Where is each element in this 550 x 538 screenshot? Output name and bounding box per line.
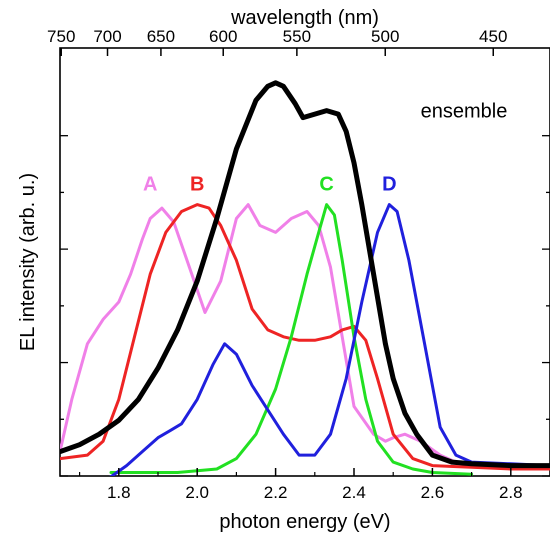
top-tick-label: 650 [147, 27, 175, 46]
top-tick-label: 500 [371, 27, 399, 46]
series-labels: ensemble A B C D [143, 101, 507, 196]
series-line-d [109, 203, 550, 476]
top-tick-label: 750 [47, 27, 75, 46]
top-tick-label: 600 [209, 27, 237, 46]
series-label-b: B [190, 174, 204, 196]
series-line-c [109, 203, 474, 476]
x-tick-label: 2.8 [499, 483, 523, 502]
series-line-a [60, 203, 458, 464]
series-layer [60, 80, 550, 476]
top-axis: 750 700 650 600 550 500 450 [47, 27, 507, 56]
x-tick-label: 2.6 [421, 483, 445, 502]
top-tick-label: 550 [283, 27, 311, 46]
series-label-a: A [143, 174, 157, 196]
y-axis-title: EL intensity (arb. u.) [17, 173, 39, 351]
series-label-c: C [319, 174, 333, 196]
top-tick-label: 700 [93, 27, 121, 46]
top-axis-title: wavelength (nm) [230, 7, 379, 29]
series-label-d: D [382, 174, 396, 196]
x-tick-label: 2.4 [342, 483, 366, 502]
series-line-b [60, 203, 550, 471]
x-tick-label: 1.8 [107, 483, 131, 502]
series-line-ensemble [60, 80, 550, 469]
x-tick-label: 2.2 [264, 483, 288, 502]
top-tick-label: 450 [479, 27, 507, 46]
plot-frame [59, 47, 550, 477]
x-axis-title: photon energy (eV) [219, 511, 390, 533]
series-label-ensemble: ensemble [421, 101, 508, 123]
bottom-axis: 1.8 2.0 2.2 2.4 2.6 2.8 [78, 468, 523, 502]
left-axis [60, 135, 550, 477]
x-tick-label: 2.0 [185, 483, 209, 502]
